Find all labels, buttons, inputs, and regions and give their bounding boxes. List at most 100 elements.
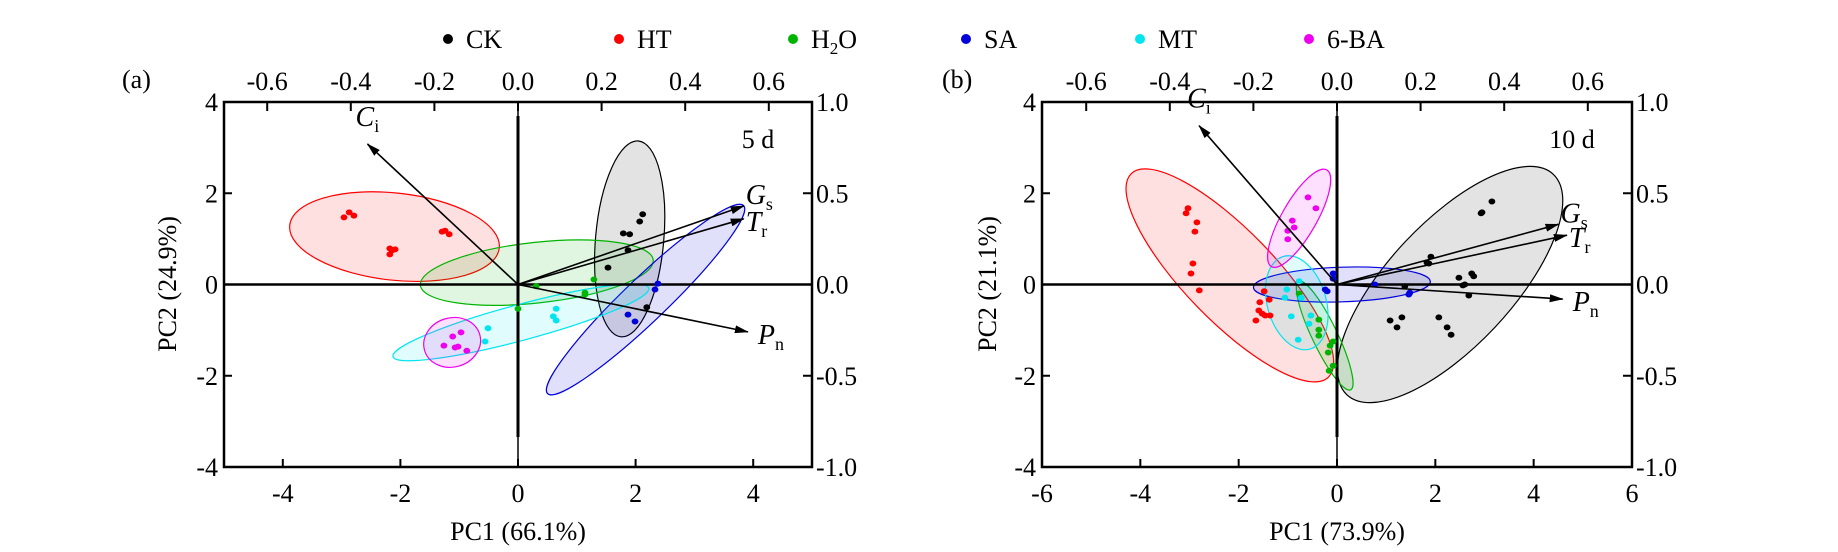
y-tick-label: 4 — [205, 88, 218, 117]
point-6-ba — [1284, 236, 1292, 243]
point-h2o — [1325, 367, 1333, 374]
loading-label-main: P — [757, 320, 775, 351]
point-h2o — [1324, 349, 1332, 356]
point-ht — [1189, 260, 1197, 267]
legend-marker — [443, 34, 453, 44]
point-ht — [350, 212, 358, 219]
y-tick-label: -4 — [1014, 453, 1036, 482]
point-ht — [1182, 210, 1190, 217]
top-tick-label: 0.2 — [585, 67, 618, 96]
y-tick-label: -4 — [196, 453, 218, 482]
panel-annotation: 10 d — [1549, 125, 1595, 154]
ellipse-mt — [1264, 255, 1329, 351]
right-tick-label: 1.0 — [1636, 88, 1669, 117]
top-tick-label: 0.2 — [1404, 67, 1437, 96]
point-sa — [1371, 281, 1379, 288]
point-ht — [1191, 228, 1199, 235]
loading-label-gs: Gs — [1561, 198, 1588, 232]
legend-marker — [614, 34, 624, 44]
loading-label-ci: Ci — [356, 102, 380, 136]
point-6-ba — [1312, 205, 1320, 212]
x-tick-label: -4 — [1129, 479, 1151, 508]
top-tick-label: 0.4 — [1488, 67, 1521, 96]
loading-label-main: C — [356, 102, 375, 133]
loading-label-main: T — [1569, 223, 1587, 254]
loading-label-pn: Pn — [1572, 287, 1599, 321]
x-tick-label: 2 — [629, 479, 642, 508]
top-tick-label: -0.6 — [1066, 67, 1107, 96]
point-ck — [1443, 324, 1451, 331]
loading-label-main: T — [746, 207, 764, 238]
point-ht — [386, 251, 394, 258]
loading-label-sub: n — [1590, 301, 1599, 321]
point-ht — [445, 231, 453, 238]
y-tick-label: 0 — [205, 271, 218, 300]
point-mt — [1305, 320, 1313, 327]
x-tick-label: -2 — [390, 479, 412, 508]
x-tick-label: 6 — [1626, 479, 1639, 508]
loading-label-sub: r — [1584, 237, 1590, 257]
loading-arrow-pn — [517, 283, 749, 334]
point-ht — [391, 246, 399, 253]
point-mt — [1287, 313, 1295, 320]
ellipse-ht — [1125, 168, 1335, 383]
point-ht — [1256, 299, 1264, 306]
loading-label-main: P — [1572, 287, 1590, 318]
x-tick-label: 0 — [512, 479, 525, 508]
point-ht — [1187, 270, 1195, 277]
loading-label-main: G — [746, 180, 766, 211]
point-mt — [552, 317, 560, 324]
top-tick-label: 0.0 — [502, 67, 535, 96]
loading-arrow-gs — [1336, 223, 1560, 286]
point-ck — [619, 230, 627, 237]
point-mt — [1307, 312, 1315, 319]
top-tick-label: 0.6 — [753, 67, 786, 96]
point-h2o — [1315, 326, 1323, 333]
right-tick-label: -1.0 — [816, 453, 857, 482]
legend-label: MT — [1158, 25, 1197, 54]
point-sa — [1405, 291, 1413, 298]
legend-item: MT — [1135, 25, 1197, 54]
panel-label: (a) — [122, 65, 151, 94]
loading-label-tr: Tr — [746, 207, 768, 241]
point-ht — [1266, 312, 1274, 319]
point-ck — [639, 211, 647, 218]
point-ht — [1265, 296, 1273, 303]
loading-arrow-gs — [517, 205, 745, 286]
point-h2o — [1315, 316, 1323, 323]
right-tick-label: 1.0 — [816, 88, 849, 117]
y-tick-label: 0 — [1023, 271, 1036, 300]
loading-arrow-tr — [1336, 234, 1568, 286]
legend-item: H2O — [788, 25, 857, 58]
point-mt — [481, 338, 489, 345]
point-ck — [1435, 314, 1443, 321]
y-tick-label: 2 — [205, 179, 218, 208]
point-6-ba — [1288, 217, 1296, 224]
point-ck — [1455, 274, 1463, 281]
legend-item: SA — [961, 25, 1017, 54]
point-mt — [552, 305, 560, 312]
point-sa — [1323, 288, 1331, 295]
loading-label-sub: s — [1581, 212, 1588, 232]
point-sa — [624, 311, 632, 318]
legend-marker — [1135, 34, 1145, 44]
point-h2o — [590, 276, 598, 283]
x-tick-label: -6 — [1031, 479, 1053, 508]
point-6-ba — [454, 343, 462, 350]
point-6-ba — [457, 329, 465, 336]
point-ck — [1393, 324, 1401, 331]
x-axis-title: PC1 (73.9%) — [1269, 517, 1405, 546]
point-ck — [626, 231, 634, 238]
point-ht — [1184, 205, 1192, 212]
point-ht — [1260, 288, 1268, 295]
point-mt — [484, 325, 492, 332]
point-mt — [1283, 286, 1291, 293]
y-axis-title: PC2 (24.9%) — [153, 216, 182, 352]
point-mt — [1295, 278, 1303, 285]
point-ck — [1401, 283, 1409, 290]
x-tick-label: 0 — [1331, 479, 1344, 508]
right-tick-label: 0.5 — [816, 179, 849, 208]
legend-item: CK — [443, 25, 502, 54]
confidence-ellipses — [289, 140, 746, 396]
